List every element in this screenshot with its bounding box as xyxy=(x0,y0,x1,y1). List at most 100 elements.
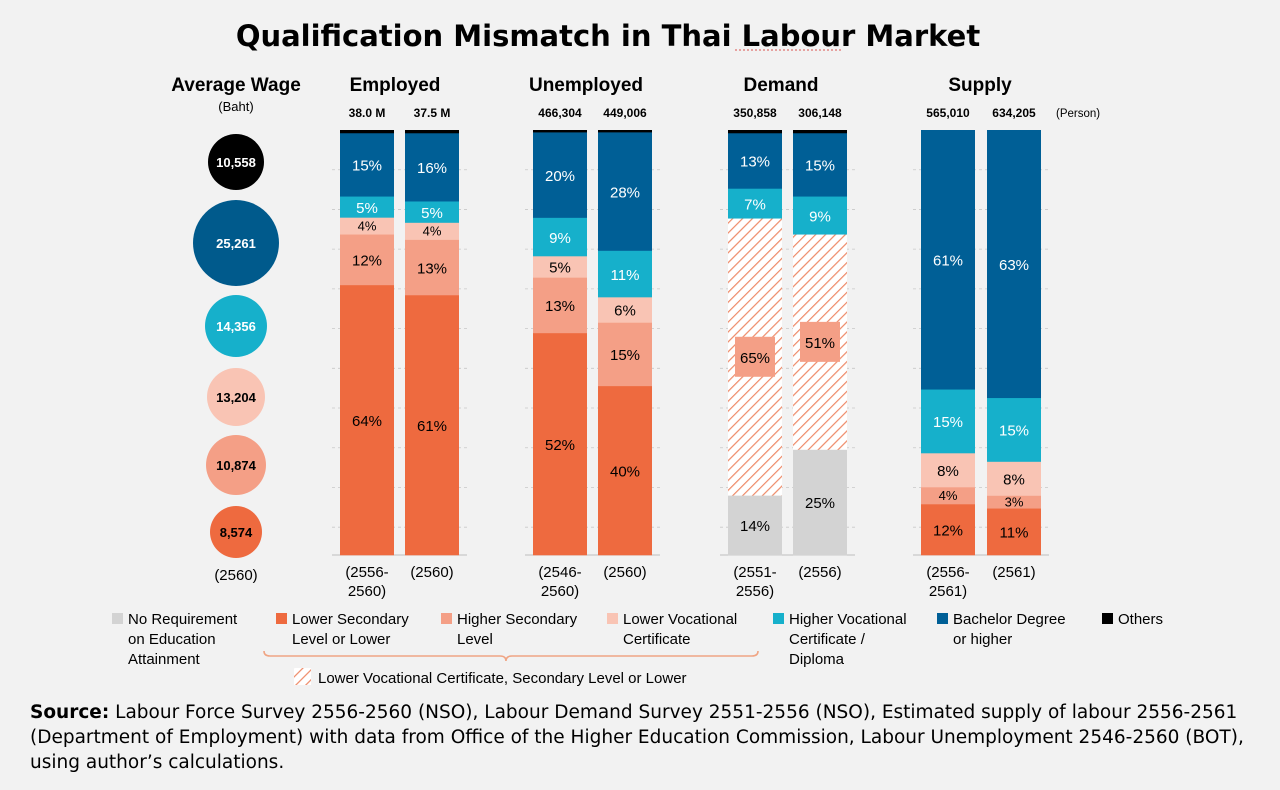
data-label: 52% xyxy=(545,437,575,454)
wage-value-2: 25,261 xyxy=(216,236,256,251)
bar-segment-lower_sec xyxy=(921,504,975,556)
legend-label-no_req: No Requirement xyxy=(128,611,238,628)
bar-period: (2561) xyxy=(992,564,1035,581)
data-label: 40% xyxy=(610,463,640,480)
legend-label-higher_voc: Certificate / xyxy=(789,631,866,648)
data-label: 8% xyxy=(937,463,959,480)
bar-period: 2560) xyxy=(541,583,579,600)
data-label: 15% xyxy=(805,158,835,175)
data-label: 63% xyxy=(999,257,1029,274)
legend-swatch-lower_sec xyxy=(276,613,287,624)
bar-segment-others xyxy=(533,130,587,133)
data-label: 11% xyxy=(1000,525,1029,542)
bar-segment-bachelor xyxy=(987,130,1041,399)
data-label: 5% xyxy=(549,260,571,277)
legend-label-hatch: Lower Vocational Certificate, Secondary … xyxy=(318,670,687,687)
bar-period: 2561) xyxy=(929,583,967,600)
data-label: 13% xyxy=(417,260,447,277)
bar-segment-higher_voc xyxy=(987,397,1041,462)
legend-label-higher_sec: Higher Secondary xyxy=(457,611,578,628)
data-label: 5% xyxy=(421,205,443,222)
legend-label-bachelor: Bachelor Degree xyxy=(953,611,1066,628)
data-label: 25% xyxy=(805,495,835,512)
data-label: 20% xyxy=(545,168,575,185)
group-title-unemployed: Unemployed xyxy=(529,75,643,96)
data-label: 15% xyxy=(933,414,963,431)
bar-period: (2551- xyxy=(733,564,776,581)
bar-segment-higher_voc xyxy=(728,188,782,219)
legend-label-no_req: Attainment xyxy=(128,651,201,668)
bar-total: 37.5 M xyxy=(414,106,451,120)
qualification-chart: Qualification Mismatch in Thai Labour Ma… xyxy=(112,19,1163,687)
legend-label-lower_voc: Lower Vocational xyxy=(623,611,737,628)
data-label: 4% xyxy=(423,224,442,239)
wage-title: Average Wage xyxy=(171,75,301,96)
bar-segment-lower_voc xyxy=(598,297,652,323)
bar-segment-bachelor xyxy=(405,132,459,202)
wage-circle-4 xyxy=(207,368,265,426)
legend-swatch-bachelor xyxy=(937,613,948,624)
bar-segment-lower_voc xyxy=(340,217,394,235)
bar-segment-higher_voc xyxy=(405,201,459,223)
bar-total: 449,006 xyxy=(603,106,647,120)
bar-total: 350,858 xyxy=(733,106,777,120)
source-note: Source: Labour Force Survey 2556-2560 (N… xyxy=(30,700,1255,775)
legend-swatch-no_req xyxy=(112,613,123,624)
bar-period: (2556- xyxy=(345,564,388,581)
wage-value-5: 10,874 xyxy=(216,458,257,473)
wage-year: (2560) xyxy=(214,567,257,584)
bar-segment-higher_sec xyxy=(987,495,1041,509)
legend-swatch-hatch xyxy=(294,668,311,685)
wage-circle-6 xyxy=(210,506,262,558)
legend-label-lower_sec: Lower Secondary xyxy=(292,611,409,628)
data-label: 64% xyxy=(352,413,382,430)
bar-segment-higher_sec xyxy=(598,322,652,387)
legend-label-no_req: on Education xyxy=(128,631,216,648)
wage-value-6: 8,574 xyxy=(220,525,253,540)
data-label: 15% xyxy=(999,423,1029,440)
data-label: 5% xyxy=(356,200,378,217)
bar-segment-higher_voc xyxy=(340,196,394,218)
bar-segment-higher_voc xyxy=(921,389,975,454)
data-label: 15% xyxy=(352,158,382,175)
wage-circle-2 xyxy=(193,200,279,286)
chart-title: Qualification Mismatch in Thai Labour Ma… xyxy=(236,19,981,53)
bar-period: (2560) xyxy=(410,564,453,581)
group-title-supply: Supply xyxy=(948,75,1012,96)
bar-total: 306,148 xyxy=(798,106,842,120)
data-label: 9% xyxy=(809,208,831,225)
bar-segment-others xyxy=(793,130,847,134)
bar-segment-lower_sec xyxy=(533,332,587,556)
bar-segment-lower_sec xyxy=(340,284,394,556)
bar-segment-no_req xyxy=(728,495,782,556)
wage-circle-5 xyxy=(206,435,266,495)
bar-total: 466,304 xyxy=(538,106,582,120)
bar-segment-others xyxy=(598,130,652,133)
legend-label-lower_voc: Certificate xyxy=(623,631,691,648)
bar-total: 38.0 M xyxy=(349,106,386,120)
bar-segment-bachelor xyxy=(921,130,975,390)
bar-segment-higher_voc xyxy=(598,250,652,298)
data-label: 61% xyxy=(417,418,447,435)
bar-segment-lower_voc xyxy=(405,222,459,240)
data-label: 16% xyxy=(417,160,447,177)
group-title-employed: Employed xyxy=(350,75,441,96)
data-label: 14% xyxy=(740,518,770,535)
bar-segment-no_req xyxy=(793,449,847,556)
source-label: Source: xyxy=(30,702,110,723)
data-label: 3% xyxy=(1005,494,1024,509)
bar-segment-bachelor xyxy=(533,132,587,218)
wage-unit: (Baht) xyxy=(218,99,253,114)
legend-swatch-others xyxy=(1102,613,1113,624)
wage-value-3: 14,356 xyxy=(216,319,256,334)
data-label: 6% xyxy=(614,303,636,320)
bar-segment-higher_voc xyxy=(793,196,847,235)
bar-period: 2556) xyxy=(736,583,774,600)
data-label: 65% xyxy=(740,350,770,367)
bar-period: (2556- xyxy=(926,564,969,581)
data-label: 9% xyxy=(549,230,571,247)
bar-segment-lower_voc xyxy=(987,461,1041,496)
bar-segment-others xyxy=(340,130,394,134)
bar-segment-lower_sec xyxy=(987,508,1041,556)
